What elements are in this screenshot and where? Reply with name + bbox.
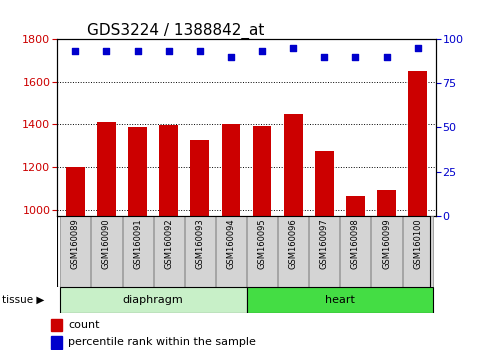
Bar xyxy=(278,216,308,287)
Bar xyxy=(216,216,246,287)
Text: diaphragm: diaphragm xyxy=(123,295,183,305)
Point xyxy=(258,48,266,54)
Point xyxy=(352,54,359,59)
Bar xyxy=(222,124,240,354)
Bar xyxy=(315,151,334,354)
Text: GSM160091: GSM160091 xyxy=(133,218,142,269)
Text: GSM160095: GSM160095 xyxy=(257,218,267,269)
Bar xyxy=(159,125,178,354)
Text: GSM160094: GSM160094 xyxy=(226,218,236,269)
Point xyxy=(196,48,204,54)
Bar xyxy=(51,336,63,349)
Bar xyxy=(340,216,371,287)
Text: GSM160097: GSM160097 xyxy=(320,218,329,269)
Bar xyxy=(97,122,116,354)
Point xyxy=(165,48,173,54)
Text: GSM160093: GSM160093 xyxy=(195,218,204,269)
Text: GSM160099: GSM160099 xyxy=(382,218,391,269)
Point xyxy=(383,54,390,59)
Bar xyxy=(247,216,277,287)
Point xyxy=(227,54,235,59)
Bar xyxy=(190,140,209,354)
Text: GSM160096: GSM160096 xyxy=(289,218,298,269)
Point xyxy=(289,45,297,51)
Text: GSM160089: GSM160089 xyxy=(71,218,80,269)
Point xyxy=(414,45,422,51)
Bar xyxy=(377,190,396,354)
Bar xyxy=(185,216,215,287)
Bar xyxy=(60,287,246,313)
Text: GSM160090: GSM160090 xyxy=(102,218,111,269)
Point xyxy=(71,48,79,54)
Point xyxy=(103,48,110,54)
Bar xyxy=(154,216,184,287)
Bar xyxy=(408,71,427,354)
Bar xyxy=(371,216,402,287)
Text: count: count xyxy=(68,320,100,330)
Bar xyxy=(309,216,339,287)
Bar xyxy=(403,216,433,287)
Text: GSM160100: GSM160100 xyxy=(413,218,422,269)
Text: GSM160098: GSM160098 xyxy=(351,218,360,269)
Bar xyxy=(51,319,63,331)
Bar xyxy=(128,127,147,354)
Point xyxy=(320,54,328,59)
Bar xyxy=(253,126,271,354)
Bar xyxy=(60,216,90,287)
Bar xyxy=(284,114,303,354)
Bar xyxy=(122,216,153,287)
Bar xyxy=(346,196,365,354)
Text: GSM160092: GSM160092 xyxy=(164,218,173,269)
Bar xyxy=(91,216,122,287)
Text: GDS3224 / 1388842_at: GDS3224 / 1388842_at xyxy=(87,23,264,39)
Text: tissue ▶: tissue ▶ xyxy=(2,295,45,305)
Text: heart: heart xyxy=(325,295,355,305)
Bar xyxy=(246,287,433,313)
Text: percentile rank within the sample: percentile rank within the sample xyxy=(68,337,256,347)
Point xyxy=(134,48,141,54)
Bar xyxy=(66,167,85,354)
